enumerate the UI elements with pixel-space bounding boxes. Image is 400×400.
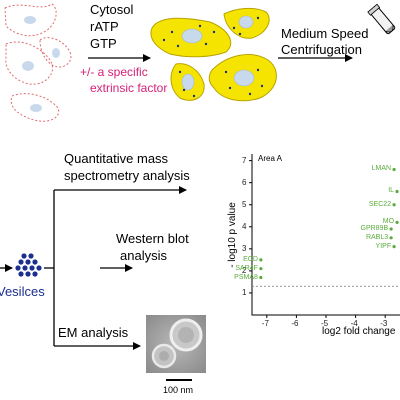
x-tick-label: -7 (261, 319, 269, 328)
data-point (395, 189, 399, 194)
data-point (395, 220, 399, 224)
data-point (392, 167, 396, 172)
yellow-cells (150, 7, 277, 102)
scale-bar-label: 100 nm (163, 385, 194, 395)
vesicles-icon (15, 253, 42, 277)
y-tick-label: 3 (242, 243, 247, 253)
plot-x-axis-label: log2 fold change (322, 326, 396, 337)
plot-points (259, 167, 399, 280)
x-tick-label: -6 (291, 319, 299, 328)
data-point-label: LMAN (371, 165, 392, 173)
cell-nuclei (181, 15, 255, 91)
centrifuge-tube-icon (367, 3, 396, 35)
x-tick-label: -3 (380, 319, 388, 328)
mass-spec-line-2: spectrometry analysis (64, 168, 190, 183)
y-tick-label: 2 (242, 265, 247, 275)
reagent-cytosol: Cytosol (90, 2, 134, 17)
plot-title: Area A (258, 154, 283, 163)
data-point-label: RABL3 (365, 233, 389, 241)
data-point-label: SAR4F (235, 264, 258, 272)
y-tick-label: 7 (242, 155, 247, 165)
western-blot-line-2: analysis (120, 248, 167, 263)
plot-frame (251, 154, 400, 316)
plot-axes-ticks (249, 160, 386, 318)
y-tick-label: 1 (242, 287, 247, 297)
extrinsic-factor-line-1: +/- a specific (80, 65, 148, 79)
em-analysis-label: EM analysis (58, 325, 129, 340)
data-point (392, 203, 396, 207)
extrinsic-factor-line-2: extrinsic factor (90, 81, 168, 95)
data-point-label: YIPF (375, 242, 392, 250)
data-point-label: IL (388, 187, 395, 195)
data-point (389, 227, 393, 231)
reagent-gtp: GTP (90, 36, 117, 51)
branch-arrows (44, 186, 187, 350)
data-point-label: PSMA8 (234, 273, 258, 281)
y-tick-label: 5 (242, 199, 247, 209)
plot-y-axis-label: - log10 p value (226, 202, 238, 268)
data-point-label: SEC22 (368, 200, 392, 208)
y-tick-label: 6 (242, 177, 247, 187)
data-point (389, 236, 393, 240)
centrifugation-line-2: Centrifugation (281, 42, 362, 57)
ghost-cells (4, 3, 72, 122)
data-point (259, 258, 263, 262)
data-point-label: MO (382, 218, 395, 226)
x-tick-label: -4 (350, 319, 358, 328)
cell-vesicle-dots (162, 16, 264, 98)
y-tick-label: 4 (242, 221, 247, 231)
reagent-ratp: rATP (90, 19, 119, 34)
data-point (259, 267, 263, 271)
western-blot-line-1: Western blot (116, 231, 189, 246)
em-micrograph (146, 315, 206, 381)
data-point-label: ECD (243, 255, 258, 263)
data-point (392, 245, 396, 249)
data-point (259, 275, 263, 280)
vesicles-label: Vesilces (0, 284, 45, 299)
ghost-nuclei (22, 16, 60, 112)
x-tick-label: -5 (321, 319, 329, 328)
mass-spec-line-1: Quantitative mass (64, 151, 169, 166)
centrifugation-line-1: Medium Speed (281, 26, 369, 41)
data-point-label: GPR89B (360, 224, 389, 232)
